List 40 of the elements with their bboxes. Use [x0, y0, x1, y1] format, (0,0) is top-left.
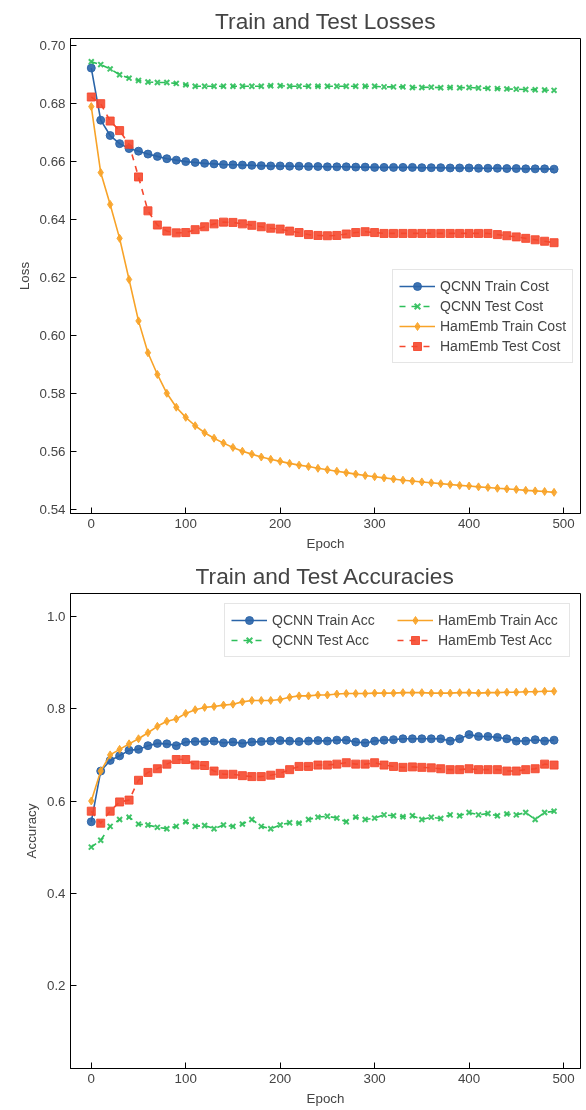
x-axis-title: Epoch — [306, 535, 345, 551]
y-tick-label: 0.62 — [39, 269, 66, 285]
y-tick-label: 0.64 — [39, 212, 67, 228]
y-tick-label: 0.60 — [39, 327, 66, 343]
y-tick-label: 1.0 — [46, 609, 66, 625]
y-tick-label: 0.66 — [39, 154, 66, 170]
y-tick-label: 0.58 — [39, 385, 66, 401]
x-tick-label: 200 — [269, 1070, 292, 1086]
legend-label: HamEmb Train Cost — [440, 318, 567, 334]
y-tick-label: 0.2 — [46, 977, 66, 993]
chart-title: Train and Test Losses — [215, 7, 436, 34]
y-tick-label: 0.4 — [46, 885, 67, 901]
legend-label: QCNN Test Acc — [272, 632, 370, 648]
y-tick-label: 0.8 — [46, 701, 66, 717]
y-axis-title: Loss — [16, 261, 32, 291]
chart-title: Train and Test Accuracies — [195, 562, 454, 589]
x-tick-label: 100 — [174, 515, 197, 531]
x-tick-label: 300 — [363, 515, 386, 531]
legend-label: HamEmb Test Acc — [438, 632, 554, 648]
x-tick-label: 500 — [552, 515, 575, 531]
x-tick-label: 0 — [87, 1070, 95, 1086]
legend-label: QCNN Train Acc — [272, 612, 376, 628]
x-tick-label: 0 — [87, 515, 95, 531]
x-tick-label: 300 — [363, 1070, 386, 1086]
legend-label: QCNN Train Cost — [440, 278, 549, 294]
x-axis-title: Epoch — [306, 1090, 345, 1106]
legend-label: QCNN Test Cost — [440, 298, 544, 314]
y-axis-title: Accuracy — [23, 803, 39, 859]
y-tick-label: 0.6 — [46, 793, 66, 809]
x-tick-label: 500 — [552, 1070, 575, 1086]
x-tick-label: 400 — [457, 515, 481, 531]
x-tick-label: 100 — [174, 1070, 197, 1086]
x-tick-label: 200 — [269, 515, 292, 531]
y-tick-label: 0.68 — [39, 96, 66, 112]
legend-label: HamEmb Test Cost — [440, 338, 561, 354]
x-tick-label: 400 — [457, 1070, 481, 1086]
legend-label: HamEmb Train Acc — [438, 612, 559, 628]
y-tick-label: 0.54 — [39, 501, 67, 517]
y-tick-label: 0.56 — [39, 443, 66, 459]
y-tick-label: 0.70 — [39, 38, 66, 54]
